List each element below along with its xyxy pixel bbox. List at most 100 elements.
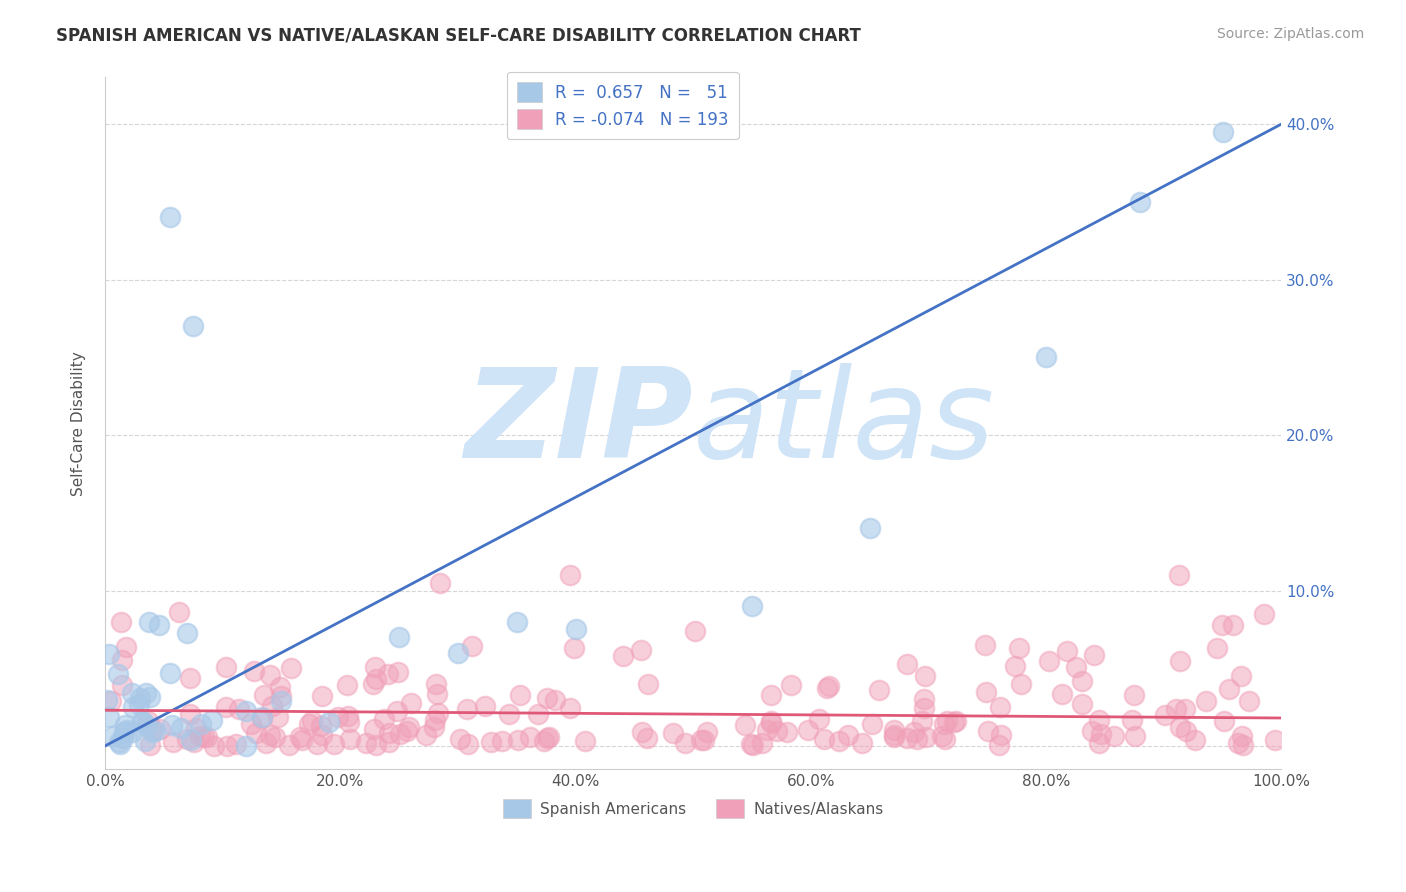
Point: [479, 735, 502, 749]
Point: [252, 710, 274, 724]
Point: [112, 731, 135, 746]
Point: [612, 649, 634, 664]
Point: [498, 706, 520, 721]
Point: [311, 690, 333, 704]
Point: [250, 711, 273, 725]
Point: [254, 736, 277, 750]
Point: [456, 702, 478, 716]
Point: [896, 657, 918, 671]
Point: [851, 736, 873, 750]
Point: [447, 646, 470, 660]
Point: [564, 623, 586, 637]
Point: [195, 731, 218, 745]
Point: [288, 730, 311, 744]
Point: [269, 680, 291, 694]
Point: [637, 677, 659, 691]
Point: [301, 714, 323, 729]
Point: [103, 729, 125, 743]
Point: [943, 714, 966, 729]
Point: [474, 699, 496, 714]
Point: [259, 668, 281, 682]
Point: [378, 735, 401, 749]
Point: [636, 731, 658, 746]
Point: [977, 724, 1000, 739]
Point: [860, 716, 883, 731]
Point: [536, 690, 558, 705]
Point: [121, 724, 143, 739]
Point: [903, 725, 925, 739]
Point: [934, 732, 956, 747]
Point: [179, 671, 201, 685]
Point: [323, 737, 346, 751]
Point: [1167, 568, 1189, 582]
Point: [755, 723, 778, 737]
Point: [896, 731, 918, 746]
Point: [868, 682, 890, 697]
Point: [176, 731, 198, 746]
Point: [378, 726, 401, 740]
Point: [169, 605, 191, 619]
Point: [690, 733, 713, 747]
Point: [309, 719, 332, 733]
Point: [180, 733, 202, 747]
Point: [693, 732, 716, 747]
Point: [108, 735, 131, 749]
Point: [1184, 732, 1206, 747]
Point: [506, 733, 529, 747]
Point: [149, 722, 172, 736]
Point: [828, 733, 851, 747]
Point: [318, 715, 340, 730]
Point: [537, 730, 560, 744]
Point: [1122, 688, 1144, 702]
Y-axis label: Self-Care Disability: Self-Care Disability: [72, 351, 86, 496]
Point: [759, 688, 782, 702]
Point: [1175, 723, 1198, 738]
Point: [423, 720, 446, 734]
Point: [1218, 682, 1240, 697]
Point: [190, 717, 212, 731]
Point: [339, 732, 361, 747]
Point: [183, 734, 205, 748]
Point: [1038, 654, 1060, 668]
Point: [910, 714, 932, 728]
Point: [661, 726, 683, 740]
Point: [990, 700, 1012, 714]
Point: [673, 736, 696, 750]
Point: [298, 717, 321, 731]
Point: [1222, 618, 1244, 632]
Point: [1168, 720, 1191, 734]
Point: [883, 723, 905, 737]
Text: atlas: atlas: [693, 363, 995, 483]
Point: [176, 626, 198, 640]
Point: [1239, 694, 1261, 708]
Point: [398, 720, 420, 734]
Point: [225, 737, 247, 751]
Point: [1227, 736, 1250, 750]
Point: [280, 661, 302, 675]
Point: [780, 678, 803, 692]
Point: [759, 714, 782, 728]
Point: [1253, 607, 1275, 621]
Point: [533, 734, 555, 748]
Point: [558, 701, 581, 715]
Point: [1121, 714, 1143, 728]
Point: [562, 641, 585, 656]
Point: [122, 699, 145, 714]
Point: [1129, 194, 1152, 209]
Point: [1153, 708, 1175, 723]
Point: [110, 615, 132, 629]
Point: [363, 677, 385, 691]
Point: [461, 639, 484, 653]
Point: [305, 737, 328, 751]
Point: [129, 690, 152, 705]
Point: [228, 701, 250, 715]
Point: [1211, 617, 1233, 632]
Point: [388, 630, 411, 644]
Point: [423, 713, 446, 727]
Point: [1010, 677, 1032, 691]
Point: [1056, 643, 1078, 657]
Point: [364, 660, 387, 674]
Point: [215, 699, 238, 714]
Point: [336, 678, 359, 692]
Point: [426, 687, 449, 701]
